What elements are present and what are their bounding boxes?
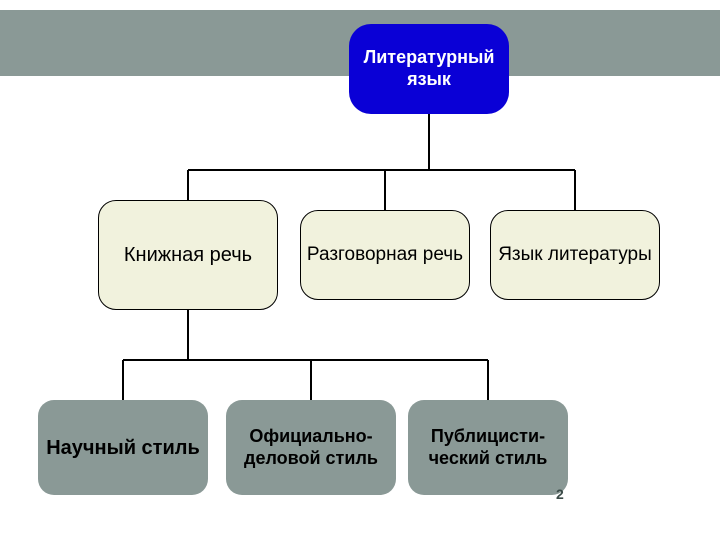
node-label: Научный стиль [46,436,200,460]
node-publicistic-style: Публицисти-ческий стиль [408,400,568,495]
node-label: Официально-деловой стиль [230,426,392,469]
node-label: Публицисти-ческий стиль [412,426,564,469]
node-official-business-style: Официально-деловой стиль [226,400,396,495]
node-book-speech: Книжная речь [98,200,278,310]
node-label: Книжная речь [124,243,252,267]
node-label: Разговорная речь [307,244,463,267]
node-label: Литературный язык [353,47,505,90]
node-root: Литературный язык [349,24,509,114]
node-label: Язык литературы [498,244,652,267]
node-colloquial-speech: Разговорная речь [300,210,470,300]
node-scientific-style: Научный стиль [38,400,208,495]
page-number: 2 [556,486,564,502]
node-literature-language: Язык литературы [490,210,660,300]
